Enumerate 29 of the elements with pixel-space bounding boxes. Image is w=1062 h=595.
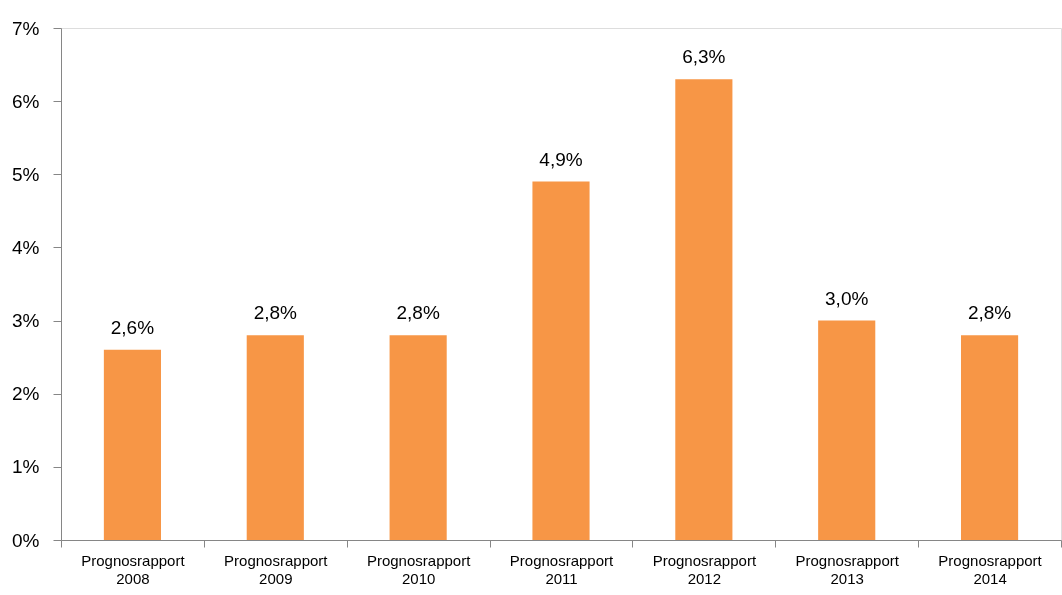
y-tick-label: 5% xyxy=(12,163,40,185)
x-tick-label: Prognosrapport 2014 xyxy=(938,551,1043,587)
data-label: 2,8% xyxy=(396,302,440,324)
bar xyxy=(246,335,304,540)
bar xyxy=(961,335,1019,540)
x-tick-label: Prognosrapport 2011 xyxy=(509,551,615,587)
data-label: 2,8% xyxy=(967,302,1012,324)
bar xyxy=(103,349,161,540)
data-label: 6,3% xyxy=(682,46,726,68)
data-label: 2,8% xyxy=(253,302,298,324)
y-tick-label: 1% xyxy=(12,456,40,478)
data-label: 2,6% xyxy=(110,316,155,338)
data-label: 3,0% xyxy=(825,287,869,309)
y-tick-label: 7% xyxy=(12,17,40,39)
data-label: 4,9% xyxy=(539,148,583,170)
y-tick-label: 6% xyxy=(12,90,40,112)
x-tick-label: Prognosrapport 2009 xyxy=(224,551,329,587)
bar xyxy=(389,335,447,540)
bar xyxy=(532,181,590,540)
y-tick-label: 3% xyxy=(12,310,40,332)
bar xyxy=(675,79,733,540)
y-tick-label: 2% xyxy=(12,383,40,405)
x-tick-label: Prognosrapport 2010 xyxy=(366,551,472,587)
x-tick-label: Prognosrapport 2013 xyxy=(795,551,900,587)
x-tick-label: Prognosrapport 2012 xyxy=(652,551,757,587)
y-tick-label: 0% xyxy=(12,529,40,551)
x-tick-label: Prognosrapport 2008 xyxy=(81,551,186,587)
y-tick-label: 4% xyxy=(12,236,40,258)
bar xyxy=(818,320,876,540)
